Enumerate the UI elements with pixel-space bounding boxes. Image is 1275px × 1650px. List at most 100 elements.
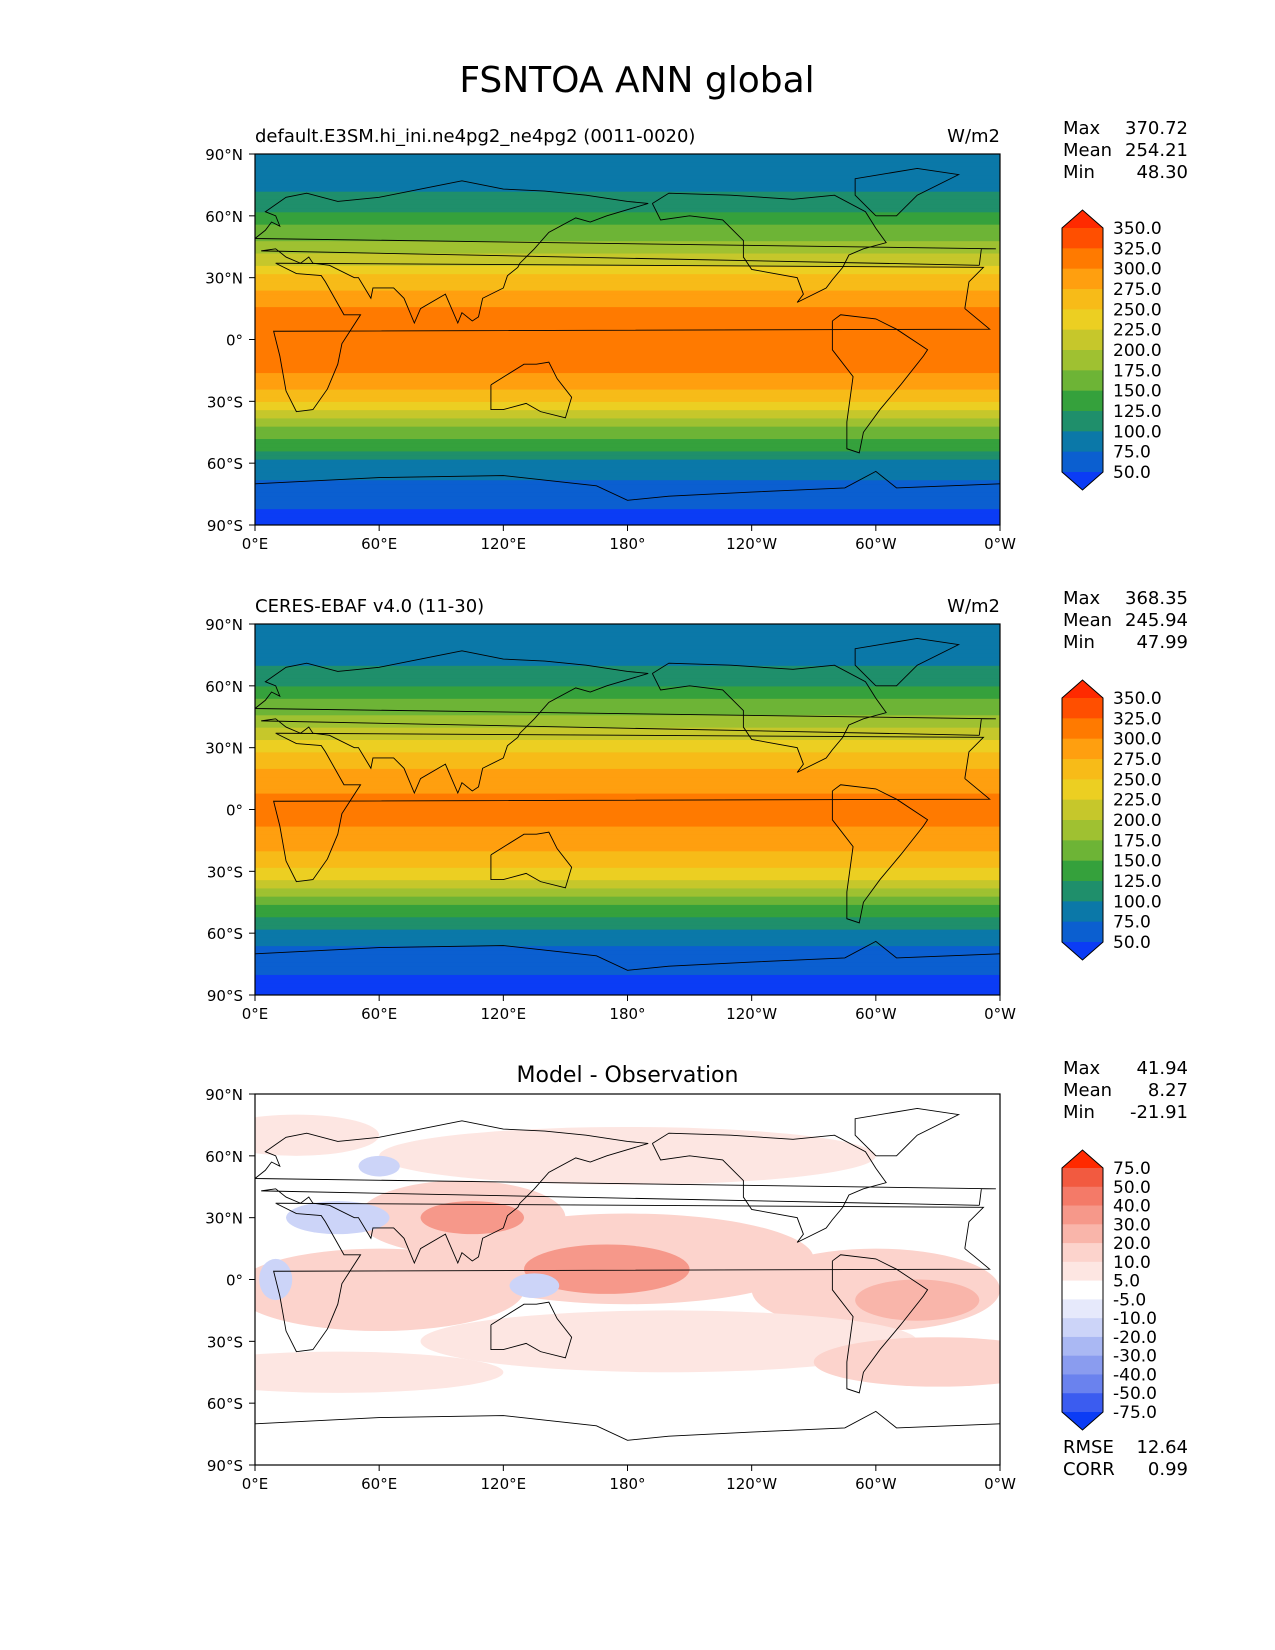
y-tick-label: 0° — [226, 332, 243, 350]
coastlines — [255, 637, 1000, 971]
stat-value: 0.99 — [1148, 1459, 1188, 1480]
colorbar-tick-label: -5.0 — [1113, 1290, 1146, 1310]
colorbar-segment — [1062, 942, 1103, 960]
colorbar-segment — [1062, 738, 1103, 760]
colorbar-segment — [1062, 820, 1103, 841]
stat-label: RMSE — [1063, 1437, 1114, 1458]
colorbar-segment — [1062, 1205, 1103, 1225]
stat-label: Mean — [1063, 610, 1112, 631]
colorbar-segment — [1062, 901, 1103, 923]
stat-value: 12.64 — [1136, 1437, 1188, 1458]
stat-value: 368.35 — [1125, 588, 1188, 609]
figure-title: FSNTOA ANN global — [459, 60, 814, 101]
x-tick-label: 180° — [609, 1005, 645, 1023]
panel-title: Model - Observation — [517, 1063, 739, 1088]
panel-title: default.E3SM.hi_ini.ne4pg2_ne4pg2 (0011-… — [255, 126, 695, 147]
colorbar-tick-label: -30.0 — [1113, 1347, 1157, 1367]
y-tick-label: 90°S — [207, 987, 243, 1005]
colorbar: 350.0325.0300.0275.0250.0225.0200.0175.0… — [1061, 679, 1162, 961]
colorbar-segment — [1062, 329, 1103, 351]
y-tick-label: 0° — [226, 802, 243, 820]
colorbar-tick-label: 250.0 — [1113, 770, 1162, 790]
colorbar-tick-label: 350.0 — [1113, 219, 1162, 239]
map-panel-2: CERES-EBAF v4.0 (11-30) W/m2 0°E 60°E 120°E 1… — [205, 588, 1188, 1023]
x-tick-label: 120°E — [481, 1475, 527, 1493]
field-fill — [255, 154, 1000, 525]
x-tick-label: 0°E — [242, 1475, 269, 1493]
colorbar-segment — [1062, 921, 1103, 943]
x-tick-label: 60°W — [855, 535, 897, 553]
map-panel-1: default.E3SM.hi_ini.ne4pg2_ne4pg2 (0011-… — [205, 118, 1188, 553]
colorbar-tick-label: 50.0 — [1113, 1178, 1151, 1198]
colorbar-tick-label: -20.0 — [1113, 1328, 1157, 1348]
y-tick-label: 0° — [226, 1272, 243, 1290]
colorbar: 75.050.040.030.020.010.05.0-5.0-10.0-20.… — [1061, 1149, 1157, 1431]
colorbar-segment — [1062, 1299, 1103, 1319]
stat-label: Max — [1063, 1058, 1101, 1079]
colorbar-segment — [1062, 390, 1103, 412]
x-tick-label: 180° — [609, 1475, 645, 1493]
colorbar-tick-label: 100.0 — [1113, 892, 1162, 912]
panel-units: W/m2 — [947, 126, 1000, 147]
colorbar-segment — [1062, 248, 1103, 270]
field-fill — [255, 624, 1000, 995]
stat-label: Mean — [1063, 140, 1112, 161]
colorbar-segment — [1062, 1168, 1103, 1188]
colorbar-segment — [1062, 1374, 1103, 1394]
colorbar-tick-label: 5.0 — [1113, 1272, 1140, 1292]
colorbar-tick-label: 10.0 — [1113, 1253, 1151, 1273]
colorbar-tick-label: -10.0 — [1113, 1309, 1157, 1329]
colorbar-tick-label: 30.0 — [1113, 1215, 1151, 1235]
stat-value: 245.94 — [1125, 610, 1188, 631]
x-tick-label: 120°W — [726, 1005, 777, 1023]
colorbar-tick-label: 40.0 — [1113, 1197, 1151, 1217]
stat-label: CORR — [1063, 1459, 1115, 1480]
field-fill — [255, 1094, 1000, 1465]
colorbar-tick-label: -50.0 — [1113, 1384, 1157, 1404]
colorbar-segment — [1062, 1150, 1103, 1168]
colorbar-tick-label: 150.0 — [1113, 382, 1162, 402]
colorbar-segment — [1062, 411, 1103, 432]
x-tick-label: 60°W — [855, 1475, 897, 1493]
y-tick-label: 60°N — [205, 1148, 243, 1166]
colorbar-segment — [1062, 309, 1103, 331]
colorbar-segment — [1062, 799, 1103, 821]
x-tick-label: 120°E — [481, 535, 527, 553]
colorbar-segment — [1062, 1393, 1103, 1413]
y-tick-label: 30°N — [205, 1210, 243, 1228]
stat-value: -21.91 — [1130, 1102, 1188, 1123]
colorbar-segment — [1062, 1261, 1103, 1282]
stat-label: Max — [1063, 588, 1101, 609]
stat-label: Min — [1063, 1102, 1095, 1123]
colorbar-segment — [1062, 1412, 1103, 1430]
y-tick-label: 90°S — [207, 1457, 243, 1475]
colorbar-tick-label: 175.0 — [1113, 831, 1162, 851]
colorbar-tick-label: 225.0 — [1113, 321, 1162, 341]
colorbar-segment — [1062, 350, 1103, 371]
y-tick-label: 90°N — [205, 146, 243, 164]
colorbar-tick-label: 75.0 — [1113, 1159, 1151, 1179]
colorbar-tick-label: 300.0 — [1113, 730, 1162, 750]
x-tick-label: 0°W — [984, 535, 1016, 553]
x-tick-label: 120°W — [726, 535, 777, 553]
stat-value: 254.21 — [1125, 140, 1188, 161]
y-tick-label: 60°N — [205, 678, 243, 696]
colorbar-segment — [1062, 228, 1103, 249]
colorbar-tick-label: 325.0 — [1113, 709, 1162, 729]
colorbar-segment — [1062, 1243, 1103, 1263]
x-tick-label: 60°E — [361, 1005, 397, 1023]
x-tick-label: 0°E — [242, 1005, 269, 1023]
colorbar-segment — [1062, 1224, 1103, 1244]
panel-title: CERES-EBAF v4.0 (11-30) — [255, 596, 484, 617]
colorbar-tick-label: 20.0 — [1113, 1234, 1151, 1254]
colorbar-tick-label: 125.0 — [1113, 402, 1162, 422]
panel-units: W/m2 — [947, 596, 1000, 617]
colorbar-tick-label: 50.0 — [1113, 463, 1151, 483]
colorbar-tick-label: 350.0 — [1113, 689, 1162, 709]
y-tick-label: 30°N — [205, 270, 243, 288]
colorbar-segment — [1062, 1186, 1103, 1207]
x-tick-label: 180° — [609, 535, 645, 553]
x-tick-label: 120°E — [481, 1005, 527, 1023]
colorbar-tick-label: 275.0 — [1113, 280, 1162, 300]
